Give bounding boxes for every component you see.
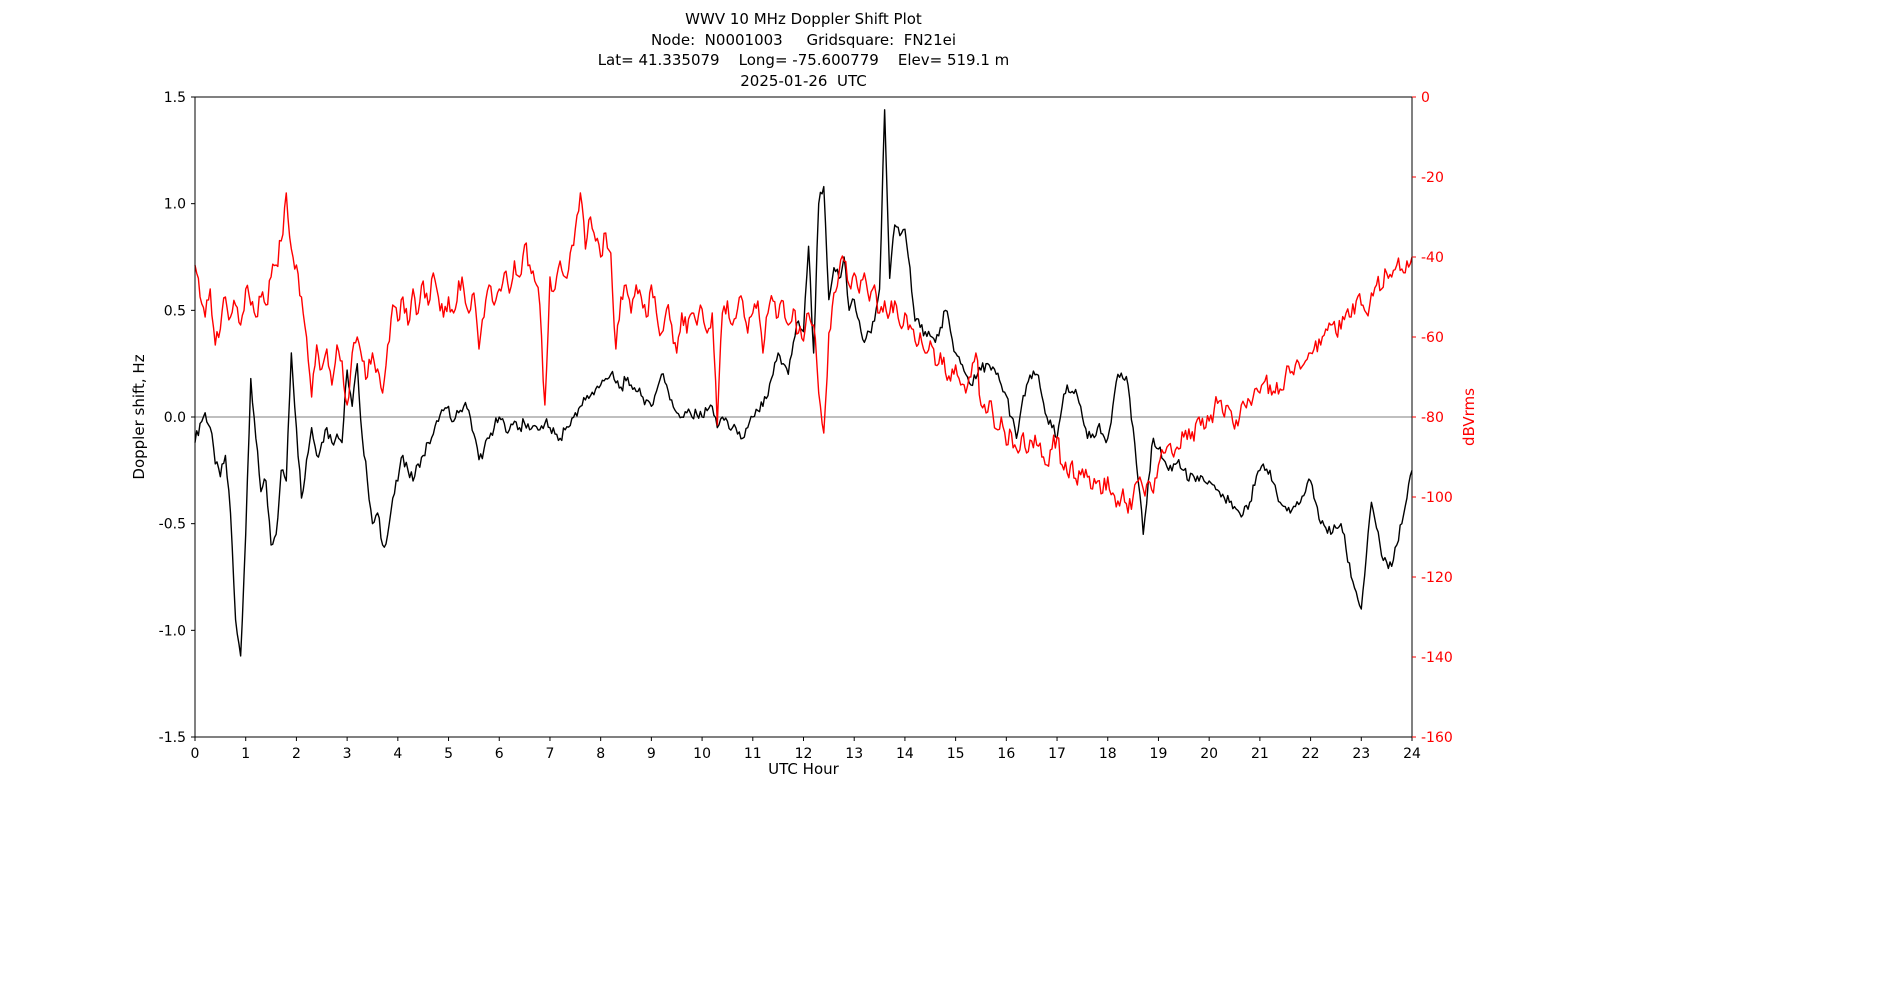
x-tick-label: 13	[845, 746, 863, 762]
x-tick-label: 14	[896, 746, 914, 762]
x-tick-label: 22	[1302, 746, 1320, 762]
y-left-tick-label: 0.0	[164, 410, 186, 426]
x-tick-label: 18	[1099, 746, 1117, 762]
chart-subtitle-date: 2025-01-26 UTC	[740, 71, 867, 90]
x-tick-label: 20	[1200, 746, 1218, 762]
x-tick-label: 11	[744, 746, 762, 762]
y-right-tick-label: 0	[1421, 90, 1430, 106]
y-left-tick-label: 1.0	[164, 197, 186, 213]
y-left-tick-label: -1.0	[159, 623, 186, 639]
x-tick-label: 17	[1048, 746, 1066, 762]
y-right-tick-label: -40	[1421, 250, 1444, 266]
y-left-tick-label: -1.5	[159, 730, 186, 746]
x-tick-label: 8	[596, 746, 605, 762]
dbvrms-series-line	[194, 192, 1413, 514]
y-right-tick-label: -120	[1421, 570, 1453, 586]
x-tick-label: 19	[1150, 746, 1168, 762]
x-axis-title: UTC Hour	[768, 760, 839, 778]
y-right-tick-label: -20	[1421, 170, 1444, 186]
x-tick-label: 4	[393, 746, 402, 762]
y-left-tick-label: 1.5	[164, 90, 186, 106]
x-tick-label: 5	[444, 746, 453, 762]
chart-subtitle-node-gridsquare: Node: N0001003 Gridsquare: FN21ei	[650, 30, 957, 49]
y-right-tick-label: -160	[1421, 730, 1453, 746]
x-tick-label: 21	[1251, 746, 1269, 762]
x-tick-label: 3	[343, 746, 352, 762]
x-tick-label: 15	[947, 746, 965, 762]
y-right-tick-label: -80	[1421, 410, 1444, 426]
y-left-tick-label: 0.5	[164, 303, 186, 319]
chart-subtitle-lat-long-elev: Lat= 41.335079 Long= -75.600779 Elev= 51…	[597, 51, 1010, 69]
x-tick-label: 6	[495, 746, 504, 762]
x-tick-label: 10	[693, 746, 711, 762]
y-right-tick-label: -100	[1421, 490, 1453, 506]
x-tick-label: 1	[241, 746, 250, 762]
y-left-tick-label: -0.5	[159, 517, 186, 533]
y-right-tick-label: -60	[1421, 330, 1444, 346]
x-tick-label: 2	[292, 746, 301, 762]
x-tick-label: 9	[647, 746, 656, 762]
x-tick-label: 24	[1403, 746, 1421, 762]
title-block: WWV 10 MHz Doppler Shift Plot Node: N000…	[195, 9, 1412, 91]
x-tick-label: 0	[191, 746, 200, 762]
y-right-tick-label: -140	[1421, 650, 1453, 666]
x-tick-label: 23	[1352, 746, 1370, 762]
x-tick-label: 7	[545, 746, 554, 762]
x-tick-label: 16	[997, 746, 1015, 762]
chart-title: WWV 10 MHz Doppler Shift Plot	[685, 10, 922, 28]
x-tick-label: 12	[795, 746, 813, 762]
doppler-series-line	[194, 109, 1413, 657]
